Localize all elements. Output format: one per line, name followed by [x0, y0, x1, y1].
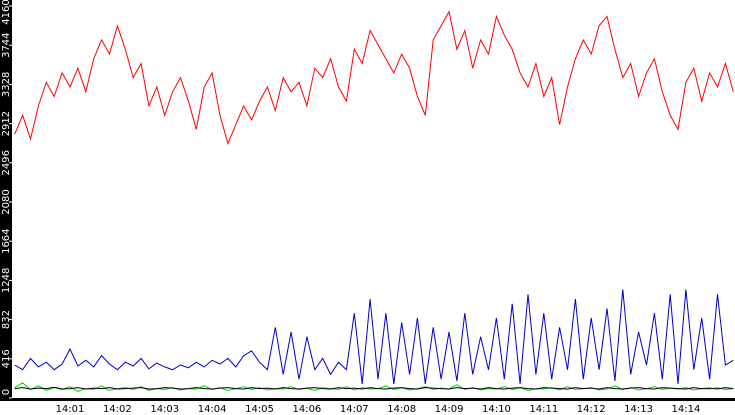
- x-tick-label: 14:02: [103, 404, 132, 415]
- y-tick-label: 2496: [1, 150, 12, 175]
- x-tick-label: 14:04: [198, 404, 227, 415]
- y-tick-label: 4160: [1, 0, 12, 25]
- y-tick-label: 2912: [1, 111, 12, 136]
- y-tick-label: 3328: [1, 72, 12, 97]
- series-line: [14, 10, 734, 146]
- x-tick-label: 14:12: [577, 404, 606, 415]
- y-tick-label: 3744: [1, 32, 12, 57]
- x-tick-label: 14:09: [435, 404, 464, 415]
- series-line: [14, 289, 734, 384]
- x-tick-label: 14:05: [245, 404, 274, 415]
- series-line: [14, 382, 734, 392]
- x-tick-label: 14:06: [292, 404, 321, 415]
- y-tick-label: 1248: [1, 268, 12, 293]
- y-axis-bar: [0, 0, 12, 401]
- x-tick-label: 14:14: [672, 404, 701, 415]
- y-tick-label: 2080: [1, 189, 12, 214]
- y-tick-label: 832: [1, 310, 12, 329]
- series-line: [14, 386, 734, 390]
- x-axis-bar: [0, 398, 735, 401]
- x-tick-label: 14:13: [624, 404, 653, 415]
- y-tick-label: 416: [1, 349, 12, 368]
- x-tick-label: 14:01: [56, 404, 85, 415]
- x-tick-label: 14:11: [529, 404, 558, 415]
- y-tick-label: 0: [1, 389, 12, 395]
- x-tick-label: 14:08: [387, 404, 416, 415]
- y-tick-label: 1664: [1, 228, 12, 253]
- x-tick-label: 14:03: [150, 404, 179, 415]
- x-tick-label: 14:07: [340, 404, 369, 415]
- x-tick-label: 14:10: [482, 404, 511, 415]
